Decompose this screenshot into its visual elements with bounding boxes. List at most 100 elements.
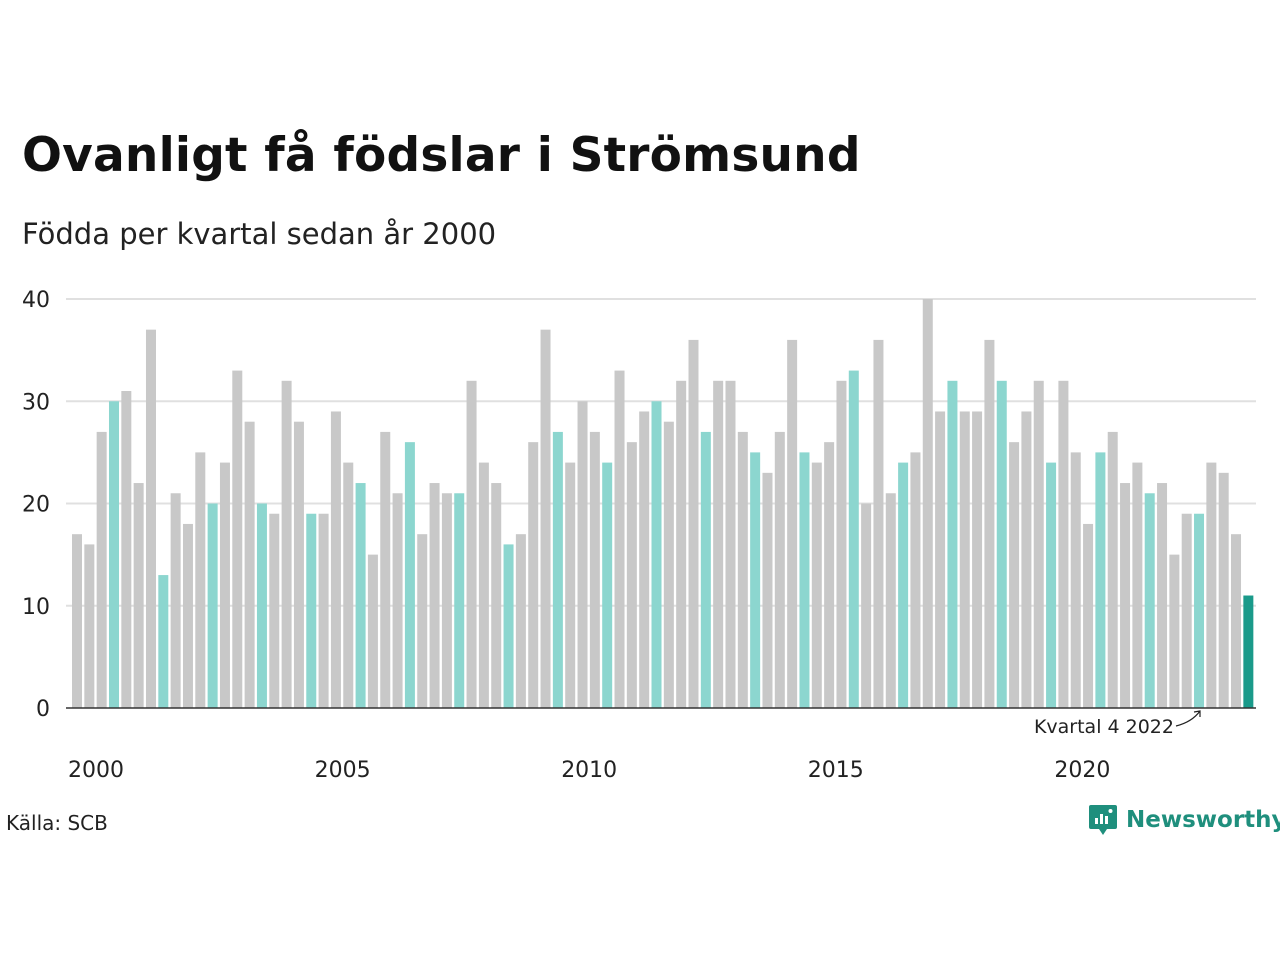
- bar: [861, 503, 872, 708]
- bar: [145, 329, 156, 708]
- bar: [256, 503, 267, 708]
- bar: [1107, 431, 1118, 708]
- source-note: Källa: SCB: [6, 811, 108, 835]
- bar: [935, 411, 946, 708]
- bar: [232, 370, 243, 708]
- bar: [1206, 462, 1217, 708]
- bar: [1169, 554, 1180, 709]
- bar-chart: 0 10 20 30 40 2000 2005 2010 2015 2020 Kvartal 4…: [22, 288, 1256, 783]
- y-tick-label: 20: [22, 493, 50, 518]
- bar: [478, 462, 489, 708]
- bar: [922, 299, 933, 708]
- bar: [737, 431, 748, 708]
- bar: [1181, 513, 1192, 708]
- bar: [1021, 411, 1032, 708]
- bar: [219, 462, 230, 708]
- bar: [1009, 442, 1020, 708]
- bar: [491, 483, 502, 708]
- bar: [417, 534, 428, 708]
- bar: [306, 513, 317, 708]
- bar: [626, 442, 637, 708]
- bar: [503, 544, 514, 708]
- bar: [528, 442, 539, 708]
- bar: [996, 380, 1007, 708]
- bar: [207, 503, 218, 708]
- bar: [565, 462, 576, 708]
- y-tick-label: 0: [36, 697, 50, 722]
- bar: [84, 544, 95, 708]
- brand-name: Newsworthy: [1126, 807, 1280, 833]
- bar: [454, 493, 465, 708]
- bar: [355, 483, 366, 708]
- bar: [121, 391, 132, 708]
- bar: [811, 462, 822, 708]
- bar: [910, 452, 921, 709]
- bar: [96, 431, 107, 708]
- chart-subtitle: Födda per kvartal sedan år 2000: [22, 217, 497, 251]
- bar: [343, 462, 354, 708]
- bar: [824, 442, 835, 708]
- bar: [577, 401, 588, 708]
- bar: [1120, 483, 1131, 708]
- bar: [873, 339, 884, 708]
- bar: [392, 493, 403, 708]
- bar: [984, 339, 995, 708]
- y-tick-label: 30: [22, 390, 50, 415]
- bar: [602, 462, 613, 708]
- bar: [108, 401, 119, 708]
- bar: [848, 370, 859, 708]
- bar: [133, 483, 144, 708]
- bar: [1157, 483, 1168, 708]
- y-tick-label: 10: [22, 595, 50, 620]
- bar: [750, 452, 761, 709]
- x-tick-label: 2020: [1054, 758, 1110, 783]
- x-tick-label: 2010: [561, 758, 617, 783]
- bar: [281, 380, 292, 708]
- bar: [1144, 493, 1155, 708]
- bar: [972, 411, 983, 708]
- bar: [1095, 452, 1106, 709]
- bar: [762, 472, 773, 708]
- bar: [380, 431, 391, 708]
- bar: [614, 370, 625, 708]
- bar: [293, 421, 304, 708]
- bar: [1132, 462, 1143, 708]
- x-tick-label: 2000: [68, 758, 124, 783]
- bar: [688, 339, 699, 708]
- bar: [429, 483, 440, 708]
- bar: [898, 462, 909, 708]
- bar: [195, 452, 206, 709]
- bar: [404, 442, 415, 708]
- bar: [947, 380, 958, 708]
- bar: [725, 380, 736, 708]
- annotation-label: Kvartal 4 2022: [1034, 716, 1174, 738]
- bar: [589, 431, 600, 708]
- bar: [787, 339, 798, 708]
- bar: [1083, 523, 1094, 708]
- y-tick-label: 40: [22, 288, 50, 313]
- bar: [836, 380, 847, 708]
- bars: [72, 299, 1254, 709]
- bar: [1046, 462, 1057, 708]
- bar: [72, 534, 82, 708]
- brand-logo: Newsworthy: [1088, 803, 1280, 837]
- bar: [700, 431, 711, 708]
- bar: [676, 380, 687, 708]
- annotation-arrow: [1175, 710, 1201, 727]
- bar: [269, 513, 280, 708]
- y-axis: 0 10 20 30 40: [22, 288, 50, 722]
- bar: [651, 401, 662, 708]
- bar: [367, 554, 378, 709]
- x-axis: 2000 2005 2010 2015 2020: [68, 758, 1110, 783]
- bar: [1194, 513, 1205, 708]
- bar: [1243, 595, 1254, 708]
- bar: [441, 493, 452, 708]
- bar: [713, 380, 724, 708]
- bar: [639, 411, 650, 708]
- bar: [1070, 452, 1081, 709]
- bar: [515, 534, 526, 708]
- bar: [1058, 380, 1069, 708]
- bar: [466, 380, 477, 708]
- bar: [552, 431, 563, 708]
- newsworthy-logo-icon: [1089, 805, 1117, 835]
